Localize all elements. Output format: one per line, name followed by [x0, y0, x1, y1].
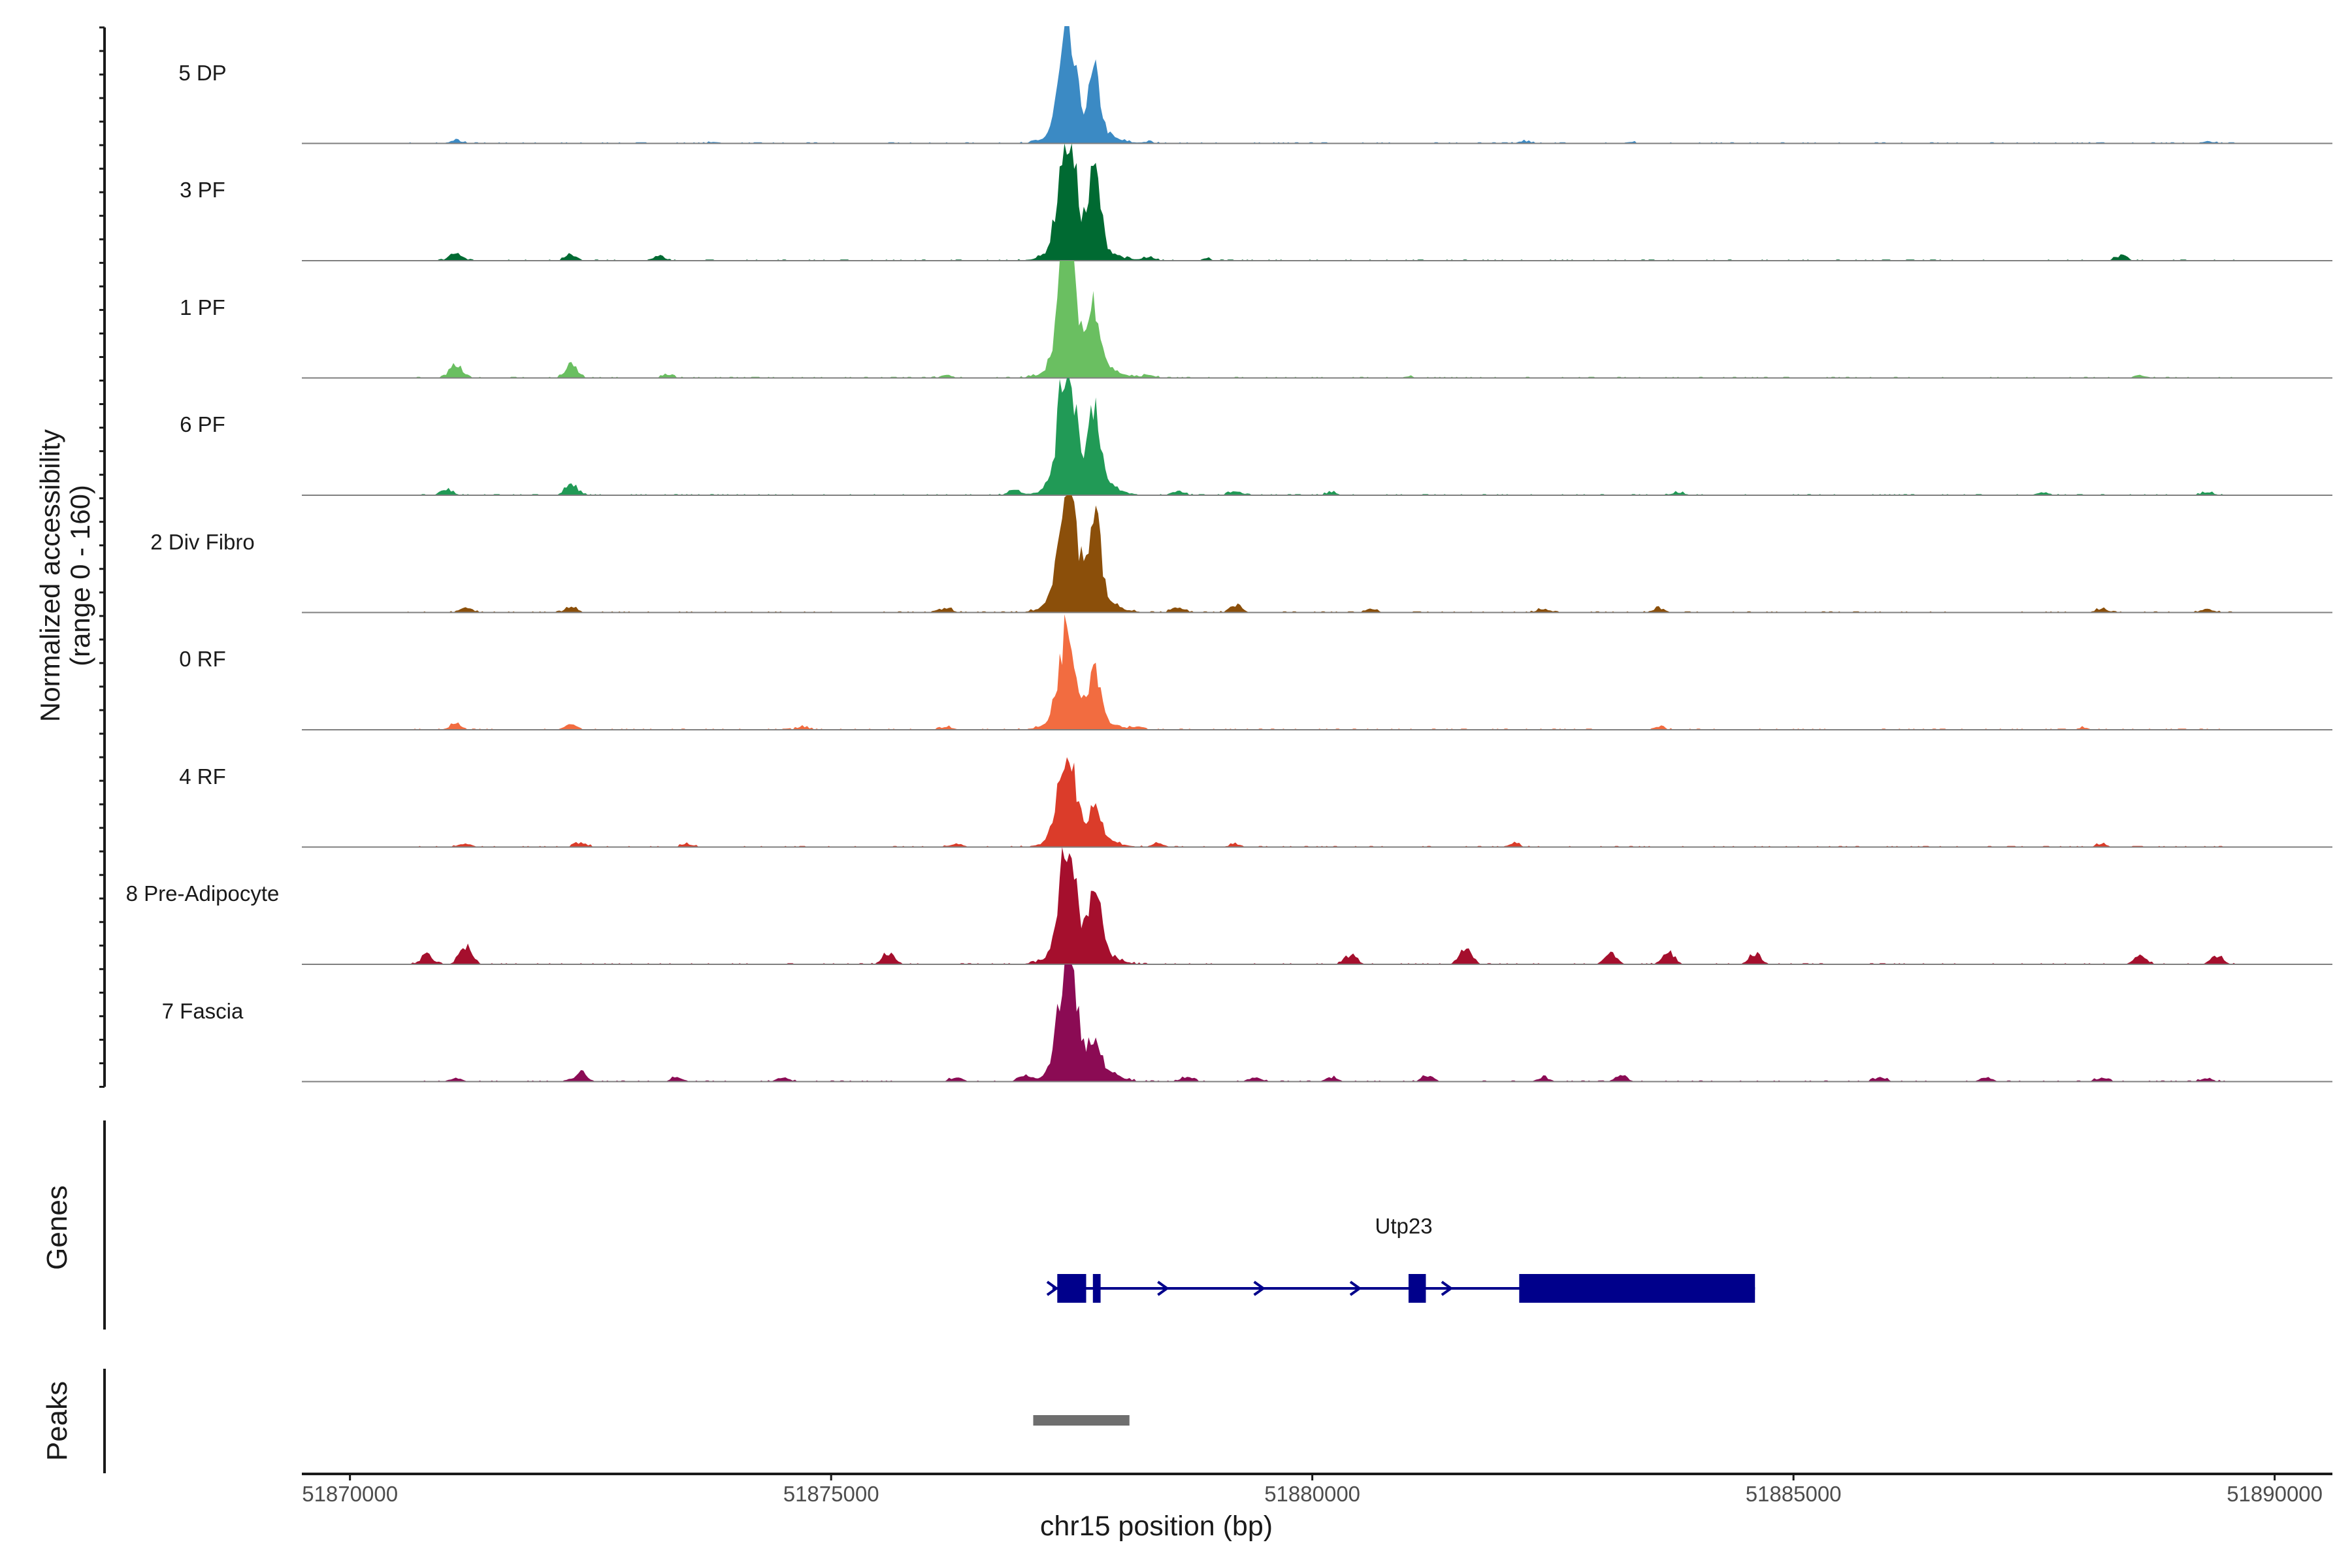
strand-arrow-1: [1157, 1281, 1169, 1296]
x-tick-label-2: 51880000: [1264, 1482, 1361, 1506]
peaks-panel-title: Peaks: [41, 1380, 73, 1462]
track-area-6: [408, 757, 2236, 847]
x-tick-label-0: 51870000: [302, 1482, 399, 1506]
track-label-5: 0 RF: [179, 647, 226, 672]
track-label-3: 6 PF: [180, 412, 225, 437]
track-2: [302, 261, 2332, 379]
track-label-0: 5 DP: [178, 60, 227, 85]
peaks-panel: [1033, 1415, 1130, 1426]
track-6: [302, 757, 2332, 848]
track-label-6: 4 RF: [179, 764, 226, 789]
track-label-1: 3 PF: [180, 178, 225, 203]
track-area-2: [408, 261, 2236, 378]
x-tick-label-3: 51885000: [1745, 1482, 1842, 1506]
y-axis: [99, 26, 106, 1473]
strand-arrow-2: [1253, 1281, 1266, 1296]
y-axis-title-line2: (range 0 - 160): [65, 485, 95, 666]
track-area-4: [408, 495, 2236, 613]
track-label-4: 2 Div Fibro: [150, 529, 255, 554]
gene-exon-1: [1092, 1274, 1101, 1303]
track-area-3: [408, 378, 2236, 495]
gene-exon-0: [1057, 1274, 1086, 1303]
strand-arrow-4: [1441, 1281, 1454, 1296]
gene-exon-2: [1408, 1274, 1426, 1303]
strand-arrow-0: [1046, 1281, 1059, 1296]
x-tick-label-4: 51890000: [2227, 1482, 2323, 1506]
strand-arrow-3: [1349, 1281, 1362, 1296]
track-area-0: [408, 26, 2236, 144]
track-0: [302, 26, 2332, 144]
track-area-7: [408, 847, 2236, 964]
y-axis-title-line1: Normalized accessibility: [35, 429, 65, 723]
track-4: [302, 495, 2332, 613]
track-area-5: [408, 614, 2236, 730]
track-label-7: 8 Pre-Adipocyte: [125, 881, 280, 906]
x-tick-label-1: 51875000: [783, 1482, 879, 1506]
track-area-8: [408, 964, 2236, 1082]
y-axis-title: Normalized accessibility (range 0 - 160): [35, 380, 95, 772]
x-axis: [302, 1473, 2332, 1480]
genes-panel-title: Genes: [41, 1185, 73, 1270]
track-3: [302, 378, 2332, 496]
track-label-2: 1 PF: [180, 295, 225, 319]
track-5: [302, 614, 2332, 730]
gene-name-label: Utp23: [1375, 1214, 1433, 1238]
track-label-8: 7 Fascia: [161, 998, 244, 1023]
gene-exon-3: [1519, 1274, 1756, 1303]
x-axis-title: chr15 position (bp): [1039, 1511, 1273, 1542]
track-1: [302, 143, 2332, 261]
coverage-tracks: [302, 26, 2332, 1083]
gene-panel: [1046, 1274, 1756, 1303]
track-8: [302, 964, 2332, 1083]
track-area-1: [408, 143, 2236, 261]
track-7: [302, 847, 2332, 965]
peak-region-0: [1033, 1415, 1130, 1426]
